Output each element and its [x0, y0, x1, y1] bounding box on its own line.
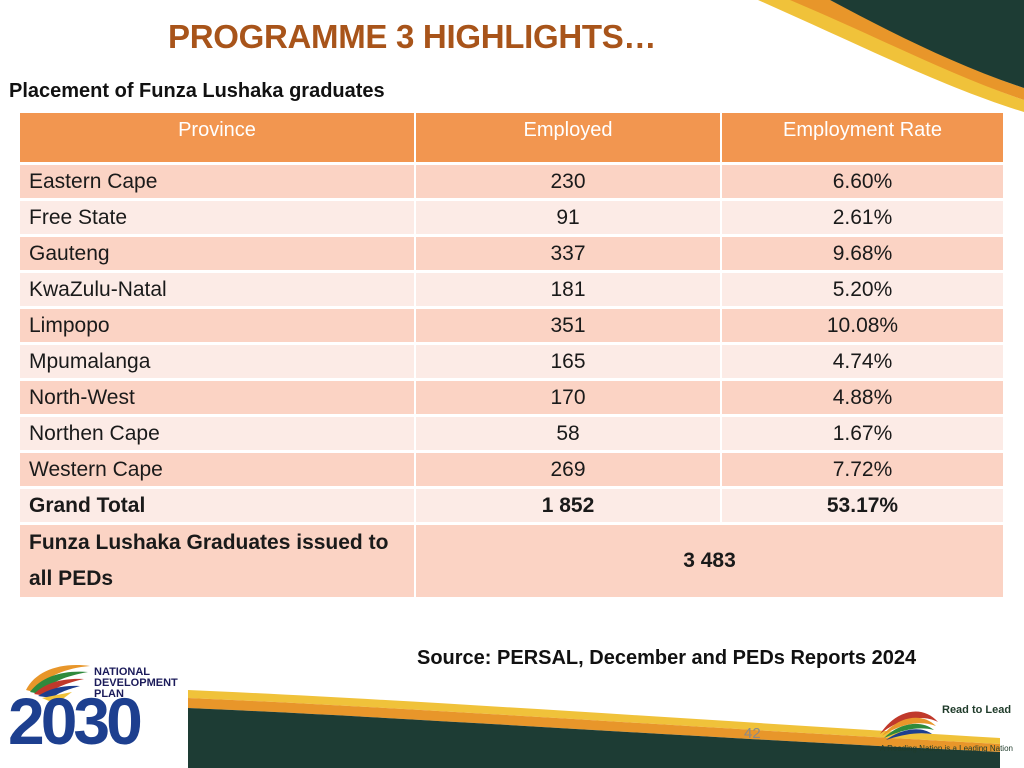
table-caption: Placement of Funza Lushaka graduates [9, 80, 385, 102]
table-row: Free State 91 2.61% [20, 201, 1003, 234]
employed-cell: 170 [416, 381, 720, 414]
province-cell: Limpopo [20, 309, 414, 342]
bottom-dark-band [188, 708, 1000, 768]
rate-cell: 9.68% [722, 237, 1003, 270]
bottom-gold-band [188, 690, 1000, 744]
province-cell: KwaZulu-Natal [20, 273, 414, 306]
employed-cell: 181 [416, 273, 720, 306]
top-right-orange-band [790, 0, 1024, 100]
top-right-gold-band [758, 0, 1024, 112]
table-row: KwaZulu-Natal 181 5.20% [20, 273, 1003, 306]
employed-cell: 58 [416, 417, 720, 450]
table-row: Northen Cape 58 1.67% [20, 417, 1003, 450]
table-row: Eastern Cape 230 6.60% [20, 165, 1003, 198]
table-row: Western Cape 269 7.72% [20, 453, 1003, 486]
grand-total-rate: 53.17% [722, 489, 1003, 522]
table-row: Gauteng 337 9.68% [20, 237, 1003, 270]
graduates-issued-value: 3 483 [416, 525, 1003, 597]
employed-cell: 165 [416, 345, 720, 378]
employed-cell: 337 [416, 237, 720, 270]
grand-total-row: Grand Total 1 852 53.17% [20, 489, 1003, 522]
graduates-issued-row: Funza Lushaka Graduates issued to all PE… [20, 525, 1003, 597]
ndp-line2: DEVELOPMENT [94, 677, 178, 689]
ndp-line1: NATIONAL [94, 666, 151, 678]
rate-cell: 6.60% [722, 165, 1003, 198]
ndp-line3: PLAN [94, 688, 124, 700]
province-cell: Gauteng [20, 237, 414, 270]
rate-cell: 4.88% [722, 381, 1003, 414]
province-cell: Eastern Cape [20, 165, 414, 198]
table-header-row: Province Employed Employment Rate [20, 113, 1003, 162]
province-cell: Free State [20, 201, 414, 234]
employed-cell: 351 [416, 309, 720, 342]
graduates-issued-label: Funza Lushaka Graduates issued to all PE… [20, 525, 414, 597]
rate-cell: 1.67% [722, 417, 1003, 450]
employed-cell: 230 [416, 165, 720, 198]
ndp-2030-logo [26, 665, 90, 704]
rate-cell: 7.72% [722, 453, 1003, 486]
read-to-lead-tagline: A Reading Nation is a Leading Nation [880, 744, 1013, 753]
read-to-lead-logo [880, 711, 938, 740]
ndp-logo-text: NATIONAL DEVELOPMENT PLAN [94, 667, 178, 700]
province-cell: North-West [20, 381, 414, 414]
bottom-orange-band [188, 698, 1000, 752]
rate-cell: 2.61% [722, 201, 1003, 234]
province-cell: Mpumalanga [20, 345, 414, 378]
source-note: Source: PERSAL, December and PEDs Report… [417, 647, 917, 669]
grand-total-employed: 1 852 [416, 489, 720, 522]
grand-total-label: Grand Total [20, 489, 414, 522]
slide-title: PROGRAMME 3 HIGHLIGHTS… [168, 18, 657, 55]
rate-cell: 10.08% [722, 309, 1003, 342]
employed-cell: 269 [416, 453, 720, 486]
read-to-lead-name: Read to Lead [942, 704, 1012, 716]
province-cell: Western Cape [20, 453, 414, 486]
placement-table: Province Employed Employment Rate Easter… [18, 110, 1005, 600]
employed-cell: 91 [416, 201, 720, 234]
header-province: Province [20, 113, 414, 162]
header-employment-rate: Employment Rate [722, 113, 1003, 162]
table-row: Limpopo 351 10.08% [20, 309, 1003, 342]
top-right-dark-band [830, 0, 1024, 88]
province-cell: Northen Cape [20, 417, 414, 450]
table-row: North-West 170 4.88% [20, 381, 1003, 414]
ndp-year: 2030 [8, 684, 143, 758]
rate-cell: 5.20% [722, 273, 1003, 306]
rate-cell: 4.74% [722, 345, 1003, 378]
header-employed: Employed [416, 113, 720, 162]
page-number: 42 [744, 725, 761, 742]
table-row: Mpumalanga 165 4.74% [20, 345, 1003, 378]
